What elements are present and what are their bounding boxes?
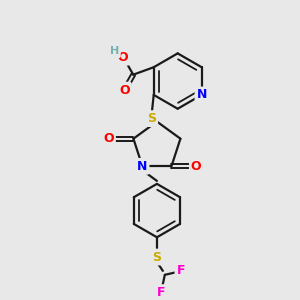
Text: F: F [157, 286, 165, 299]
Text: N: N [137, 160, 148, 173]
Text: O: O [119, 84, 130, 97]
Text: H: H [110, 46, 119, 56]
Text: N: N [196, 88, 207, 101]
Text: O: O [191, 160, 202, 173]
Text: S: S [147, 112, 156, 125]
Text: F: F [176, 264, 185, 278]
Text: S: S [152, 250, 161, 263]
Text: O: O [103, 132, 114, 145]
Text: O: O [117, 51, 128, 64]
